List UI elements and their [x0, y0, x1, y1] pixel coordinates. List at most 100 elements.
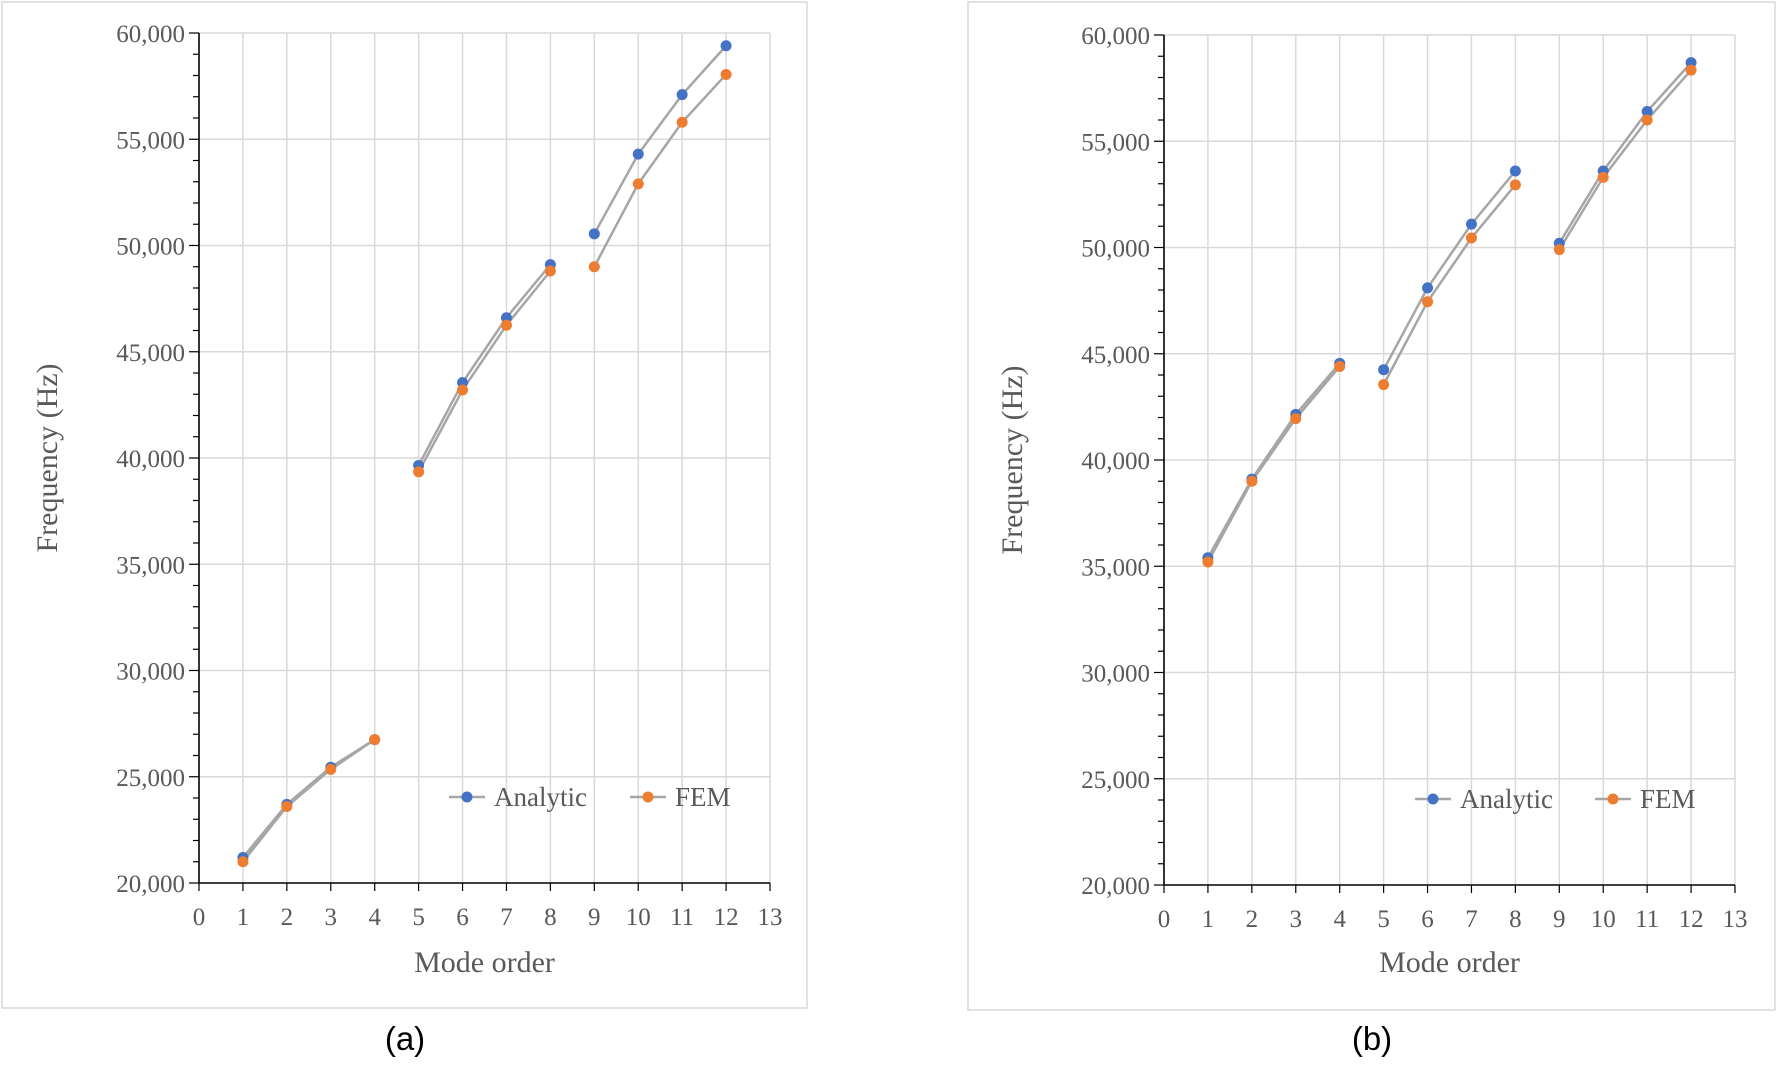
y-tick-label: 25,000 [1081, 767, 1150, 794]
x-tick-label: 5 [1377, 906, 1390, 933]
x-tick-label: 5 [412, 904, 425, 931]
data-point-analytic [720, 40, 732, 52]
data-point-analytic [1378, 364, 1390, 376]
x-tick-label: 4 [368, 904, 381, 931]
x-tick-label: 1 [1202, 906, 1215, 933]
panel-caption: (a) [385, 1020, 425, 1057]
series-line-fem [1558, 69, 1693, 251]
data-point-fem [281, 801, 293, 812]
chart-border [1, 1, 808, 1009]
legend-marker-analytic [1427, 793, 1439, 805]
data-point-analytic [588, 228, 600, 240]
data-point-analytic [1465, 218, 1477, 230]
data-point-fem [588, 261, 600, 273]
y-tick-label: 60,000 [1081, 23, 1150, 50]
x-tick-label: 12 [1679, 906, 1704, 933]
x-tick-label: 2 [1246, 906, 1259, 933]
series-line-fem [1382, 184, 1517, 386]
y-axis-title: Frequency (Hz) [31, 363, 64, 552]
x-tick-label: 11 [670, 904, 694, 931]
y-tick-label: 60,000 [116, 21, 185, 48]
x-tick-label: 11 [1635, 906, 1659, 933]
data-point-fem [1553, 244, 1565, 256]
x-tick-label: 7 [500, 904, 513, 931]
series-line-analytic [593, 44, 728, 235]
data-point-fem [325, 763, 337, 775]
data-point-fem [500, 319, 512, 331]
data-point-fem [457, 384, 469, 396]
data-point-fem [1509, 179, 1521, 191]
x-tick-label: 3 [325, 904, 338, 931]
data-point-fem [1685, 64, 1697, 76]
legend: Analytic FEM [1415, 784, 1696, 814]
x-tick-label: 12 [714, 904, 739, 931]
legend-marker-fem [642, 791, 654, 803]
x-tick-label: 3 [1290, 906, 1303, 933]
x-axis-title: Mode order [414, 946, 555, 979]
x-tick-label: 2 [281, 904, 294, 931]
data-point-fem [369, 734, 381, 746]
data-point-fem [1378, 379, 1390, 391]
x-tick-label: 13 [758, 904, 783, 931]
y-tick-label: 20,000 [1081, 873, 1150, 900]
data-point-fem [1334, 361, 1346, 372]
x-tick-label: 0 [1158, 906, 1171, 933]
x-tick-label: 8 [544, 904, 557, 931]
y-tick-label: 45,000 [1081, 342, 1150, 369]
y-tick-label: 55,000 [116, 127, 185, 154]
y-axis-title: Frequency (Hz) [996, 365, 1029, 554]
chart-b: 20,000 25,000 30,000 35,000 40,000 45,000 50,0… [967, 1, 1776, 1057]
series-line-analytic [1558, 61, 1693, 244]
legend: Analytic FEM [449, 782, 731, 812]
series-line-analytic [1382, 170, 1517, 371]
data-point-fem [1422, 296, 1434, 308]
data-point-fem [720, 68, 732, 80]
series-line-analytic [417, 263, 552, 467]
data-point-fem [632, 178, 644, 190]
series-line-fem [593, 73, 727, 268]
data-point-fem [237, 856, 249, 868]
legend-marker-fem [1607, 793, 1619, 805]
x-tick-label: 0 [193, 904, 206, 931]
y-tick-label: 35,000 [116, 552, 185, 579]
x-tick-label: 9 [1553, 906, 1566, 933]
y-tick-label: 40,000 [1081, 448, 1150, 475]
data-point-analytic [676, 89, 688, 101]
legend-label-fem: FEM [1640, 784, 1696, 814]
data-point-fem [1246, 475, 1258, 487]
y-tick-label: 30,000 [116, 659, 185, 686]
data-point-analytic [1641, 106, 1653, 117]
legend-label-analytic: Analytic [494, 782, 587, 812]
data-point-fem [1465, 232, 1477, 244]
data-point-fem [544, 265, 556, 277]
legend-label-analytic: Analytic [1460, 784, 1553, 814]
series-line-fem [241, 738, 376, 863]
data-point-fem [413, 466, 425, 478]
series-line-analytic [1206, 362, 1341, 559]
series-line-analytic [241, 738, 376, 859]
chart-border [967, 1, 1776, 1011]
legend-label-fem: FEM [675, 782, 731, 812]
y-tick-label: 30,000 [1081, 661, 1150, 688]
chart-a: 20,000 25,000 30,000 35,000 40,000 45,000 50,0… [1, 1, 808, 1057]
y-tick-label: 20,000 [116, 871, 185, 898]
y-tick-label: 45,000 [116, 340, 185, 367]
data-point-analytic [1422, 282, 1434, 294]
y-tick-label: 35,000 [1081, 554, 1150, 581]
data-point-fem [1641, 114, 1653, 126]
data-point-fem [1290, 413, 1302, 425]
x-tick-label: 8 [1509, 906, 1522, 933]
x-tick-label: 6 [456, 904, 469, 931]
x-tick-label: 9 [588, 904, 601, 931]
data-point-fem [676, 116, 688, 128]
x-axis-title: Mode order [1379, 946, 1520, 979]
panel-caption: (b) [1352, 1020, 1392, 1057]
y-tick-label: 25,000 [116, 765, 185, 792]
data-point-analytic [1509, 165, 1521, 177]
series-line-fem [1206, 365, 1341, 563]
data-point-analytic [632, 148, 644, 160]
x-tick-label: 7 [1465, 906, 1478, 933]
x-tick-label: 10 [626, 904, 651, 931]
x-tick-label: 6 [1421, 906, 1434, 933]
